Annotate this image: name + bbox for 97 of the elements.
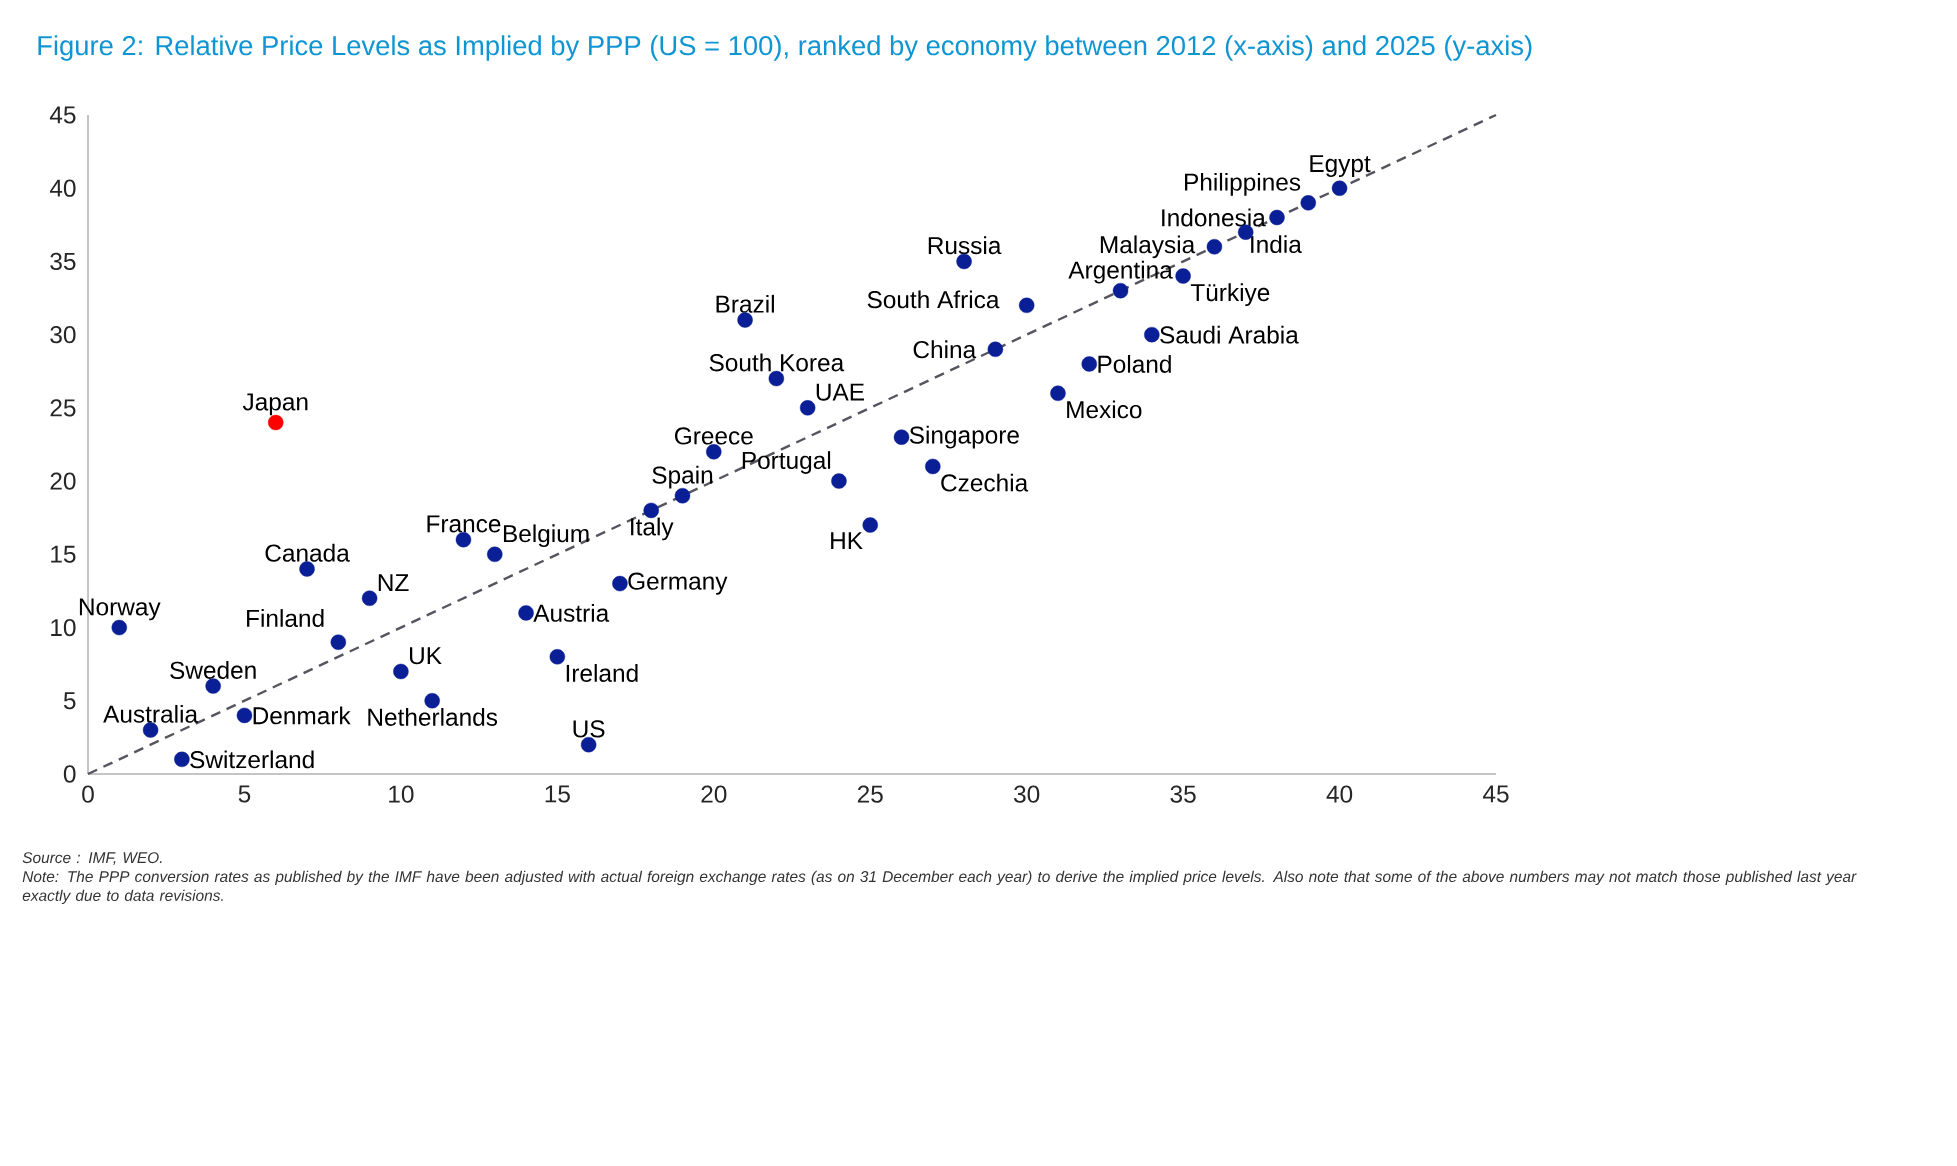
point: [487, 546, 503, 563]
point: [236, 707, 253, 724]
annotation: Malaysia: [1100, 235, 1196, 259]
point: [1018, 297, 1035, 314]
point: [580, 737, 597, 753]
text: Note: The PPP conversion rates as published by the IMF have been adjusted with actual foreign exchange rates (as on 31 December each year) to derive the implied price levels. Also note that some of the above numbers may not match those published last year exactly due to data revisions.: [22, 870, 1857, 905]
annotation: Germany: [628, 572, 728, 595]
point: [330, 634, 347, 650]
annotation: Denmark: [253, 706, 351, 725]
annotation: Finland: [247, 609, 324, 627]
annotation: UK: [409, 647, 442, 665]
point: [1269, 209, 1285, 226]
annotation: China: [913, 340, 977, 359]
annotation: Egypt: [1310, 155, 1371, 177]
x-tick-label: 40: [1326, 785, 1353, 803]
point: [393, 663, 409, 680]
annotation: Argentina: [1068, 260, 1173, 284]
point: [831, 473, 847, 489]
annotation: Spain: [652, 465, 713, 489]
point: [706, 444, 722, 460]
x-tick-label: 0: [82, 785, 94, 803]
y-tick-label: 0: [63, 765, 76, 783]
annotation: South Korea: [709, 353, 845, 372]
point: [142, 722, 159, 738]
chart-title: Figure 2: Relative Price Levels as Implied by PPP (US = 100), ranked by economy between 2012 (x-axis) and 2025 (y-axis): [38, 35, 1532, 61]
annotation: Ireland: [566, 664, 638, 682]
annotation: India: [1251, 235, 1302, 254]
point: [361, 590, 378, 606]
y-tick-label: 45: [49, 106, 76, 124]
annotation: Greece: [674, 427, 753, 445]
x-tick-label: 20: [701, 785, 727, 803]
x-tick-label: 45: [1482, 785, 1509, 803]
x-tick-label: 15: [545, 785, 570, 803]
point: [1112, 283, 1129, 299]
point: [987, 341, 1004, 357]
annotation: Netherlands: [368, 707, 498, 726]
y-tick-label: 15: [51, 545, 76, 563]
point: [612, 575, 628, 592]
point: [518, 605, 534, 621]
point: [862, 517, 878, 533]
annotation: France: [427, 515, 501, 533]
point: [1206, 239, 1223, 255]
y-tick-label: 25: [50, 399, 76, 417]
annotation: Switzerland: [190, 750, 314, 769]
point: [768, 370, 785, 387]
y-tick-label: 35: [50, 252, 76, 271]
annotation: Poland: [1098, 354, 1171, 373]
annotation: Russia: [928, 236, 1002, 255]
y-tick-label: 40: [49, 179, 76, 197]
annotation: Austria: [533, 603, 610, 622]
point: [1300, 195, 1316, 211]
point: [424, 693, 440, 709]
y-tick-label: 10: [51, 618, 76, 637]
point: [674, 488, 691, 504]
y-tick-label: 30: [50, 326, 76, 344]
annotation: Canada: [265, 543, 350, 562]
annotation: Japan: [242, 393, 308, 416]
point: [299, 561, 315, 577]
x-tick-label: 25: [857, 785, 883, 803]
y-tick-label: 20: [50, 472, 76, 490]
point: [925, 458, 941, 475]
annotation: South Africa: [867, 290, 1000, 309]
point: [737, 312, 753, 328]
point: [549, 649, 566, 665]
annotation: UAE: [816, 383, 864, 401]
annotation: Sweden: [170, 661, 256, 679]
x-tick-label: 10: [389, 785, 414, 803]
annotation: Mexico: [1067, 400, 1142, 419]
point: [893, 429, 910, 445]
point: [1050, 385, 1066, 401]
annotation: Australia: [103, 704, 199, 723]
x-tick-label: 30: [1014, 785, 1040, 803]
point: [1081, 356, 1097, 372]
annotation: Philippines: [1185, 172, 1301, 196]
annotation: NZ: [378, 574, 409, 592]
y-tick-label: 5: [63, 692, 76, 710]
annotation: US: [573, 720, 605, 738]
annotation: Belgium: [503, 524, 589, 548]
point: [205, 678, 221, 694]
annotation: Indonesia: [1162, 208, 1266, 227]
annotation: Saudi Arabia: [1160, 325, 1299, 344]
annotation: Portugal: [742, 451, 831, 474]
x-tick-label: 35: [1170, 785, 1196, 803]
annotation: Czechia: [941, 473, 1029, 492]
point: [799, 400, 816, 416]
annotation: HK: [831, 532, 863, 550]
point: [174, 751, 190, 768]
annotation: Norway: [79, 598, 161, 621]
annotation: Singapore: [909, 425, 1019, 449]
source-note: Source : IMF, WEO.: [22, 852, 162, 865]
annotation: Türkiye: [1190, 283, 1270, 307]
annotation: Italy: [631, 517, 674, 541]
point: [1144, 326, 1160, 343]
point: [1331, 180, 1348, 196]
point: [1175, 268, 1191, 284]
annotation: Brazil: [716, 294, 774, 313]
x-tick-label: 5: [238, 785, 251, 803]
